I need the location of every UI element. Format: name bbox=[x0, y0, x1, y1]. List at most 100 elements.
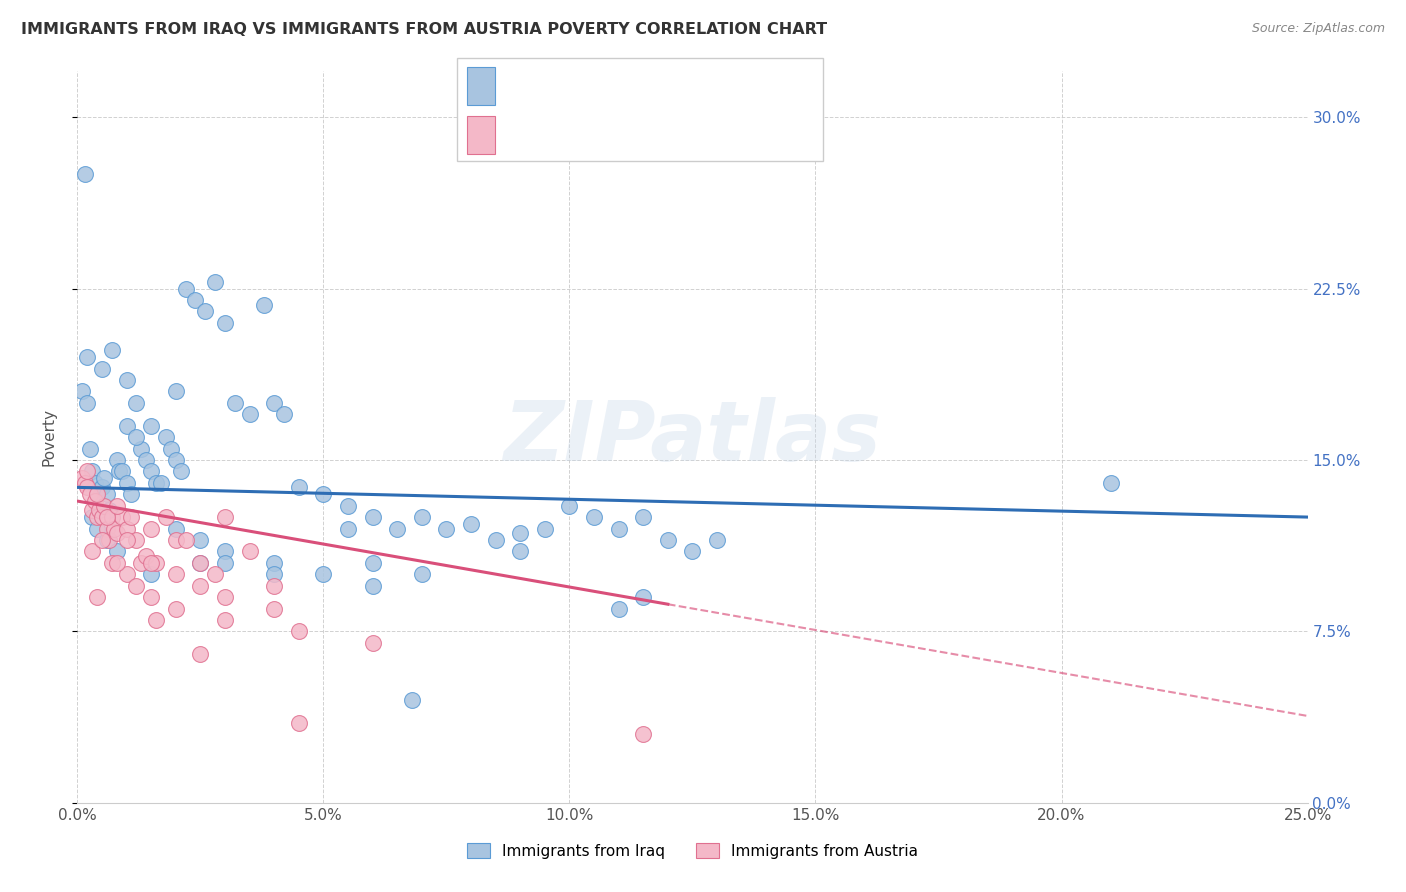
Point bbox=[633, 510, 655, 524]
Text: R =: R = bbox=[503, 78, 537, 94]
Point bbox=[583, 510, 606, 524]
Point bbox=[204, 275, 226, 289]
Point bbox=[155, 430, 177, 444]
Point bbox=[194, 304, 217, 318]
Y-axis label: Poverty: Poverty bbox=[42, 408, 56, 467]
Point bbox=[558, 499, 581, 513]
Text: 83: 83 bbox=[658, 78, 679, 94]
Point bbox=[141, 418, 163, 433]
Point bbox=[214, 613, 236, 627]
Point bbox=[73, 475, 96, 490]
Text: ZIPatlas: ZIPatlas bbox=[503, 397, 882, 477]
Point bbox=[105, 556, 128, 570]
Point bbox=[79, 442, 101, 456]
Point bbox=[141, 567, 163, 582]
Point bbox=[411, 510, 433, 524]
Point bbox=[111, 464, 132, 478]
Point bbox=[103, 521, 125, 535]
Point bbox=[90, 361, 114, 376]
Point bbox=[111, 510, 132, 524]
Point bbox=[145, 475, 167, 490]
Point bbox=[79, 487, 101, 501]
Point bbox=[165, 521, 187, 535]
Point bbox=[76, 480, 98, 494]
Point bbox=[657, 533, 679, 547]
Point bbox=[263, 601, 285, 615]
Point bbox=[607, 601, 630, 615]
Point bbox=[115, 567, 138, 582]
Point bbox=[239, 407, 262, 421]
Point bbox=[273, 407, 295, 421]
Point bbox=[115, 418, 138, 433]
Point bbox=[145, 613, 167, 627]
Point bbox=[174, 281, 197, 295]
Point bbox=[165, 453, 187, 467]
Point bbox=[361, 579, 384, 593]
Point bbox=[411, 567, 433, 582]
Point bbox=[101, 556, 124, 570]
Point bbox=[214, 510, 236, 524]
Point bbox=[214, 590, 236, 604]
Point bbox=[312, 487, 335, 501]
Point bbox=[155, 510, 177, 524]
Point bbox=[509, 544, 531, 558]
Point bbox=[82, 544, 104, 558]
Point bbox=[86, 487, 108, 501]
Point bbox=[105, 499, 128, 513]
Point bbox=[108, 464, 131, 478]
Point bbox=[160, 442, 183, 456]
Point bbox=[86, 521, 108, 535]
Point bbox=[214, 544, 236, 558]
Point bbox=[76, 464, 98, 478]
Point bbox=[288, 715, 311, 730]
Point bbox=[184, 293, 207, 307]
Point bbox=[224, 396, 246, 410]
Point bbox=[129, 556, 153, 570]
Text: N =: N = bbox=[623, 78, 657, 94]
Point bbox=[125, 396, 148, 410]
Text: -0.044: -0.044 bbox=[538, 78, 593, 94]
Point bbox=[90, 533, 114, 547]
Point bbox=[436, 521, 458, 535]
Point bbox=[214, 556, 236, 570]
Point bbox=[141, 464, 163, 478]
Point bbox=[96, 521, 118, 535]
Point bbox=[101, 510, 124, 524]
Point bbox=[115, 521, 138, 535]
Text: -0.140: -0.140 bbox=[538, 128, 593, 143]
Point bbox=[86, 590, 108, 604]
Point bbox=[135, 549, 157, 563]
Point bbox=[115, 373, 138, 387]
Point bbox=[105, 453, 128, 467]
Point bbox=[76, 350, 98, 364]
Point bbox=[93, 499, 115, 513]
Point bbox=[115, 475, 138, 490]
Point bbox=[165, 601, 187, 615]
Point bbox=[98, 533, 121, 547]
Point bbox=[607, 521, 630, 535]
Point bbox=[86, 487, 108, 501]
Point bbox=[460, 516, 482, 531]
Point bbox=[1099, 475, 1122, 490]
Point bbox=[188, 579, 212, 593]
Point bbox=[288, 624, 311, 639]
Point bbox=[188, 556, 212, 570]
Point bbox=[115, 533, 138, 547]
Point bbox=[204, 567, 226, 582]
Text: 57: 57 bbox=[658, 128, 679, 143]
Point bbox=[96, 487, 118, 501]
Point bbox=[86, 510, 108, 524]
Point bbox=[174, 533, 197, 547]
Point bbox=[150, 475, 173, 490]
Point bbox=[82, 510, 104, 524]
Point bbox=[239, 544, 262, 558]
Point bbox=[253, 297, 276, 311]
Point bbox=[312, 567, 335, 582]
Point bbox=[70, 384, 93, 399]
Point bbox=[361, 556, 384, 570]
Point bbox=[135, 453, 157, 467]
Point bbox=[188, 647, 212, 661]
Point bbox=[682, 544, 704, 558]
Point bbox=[165, 384, 187, 399]
Point bbox=[101, 343, 124, 358]
